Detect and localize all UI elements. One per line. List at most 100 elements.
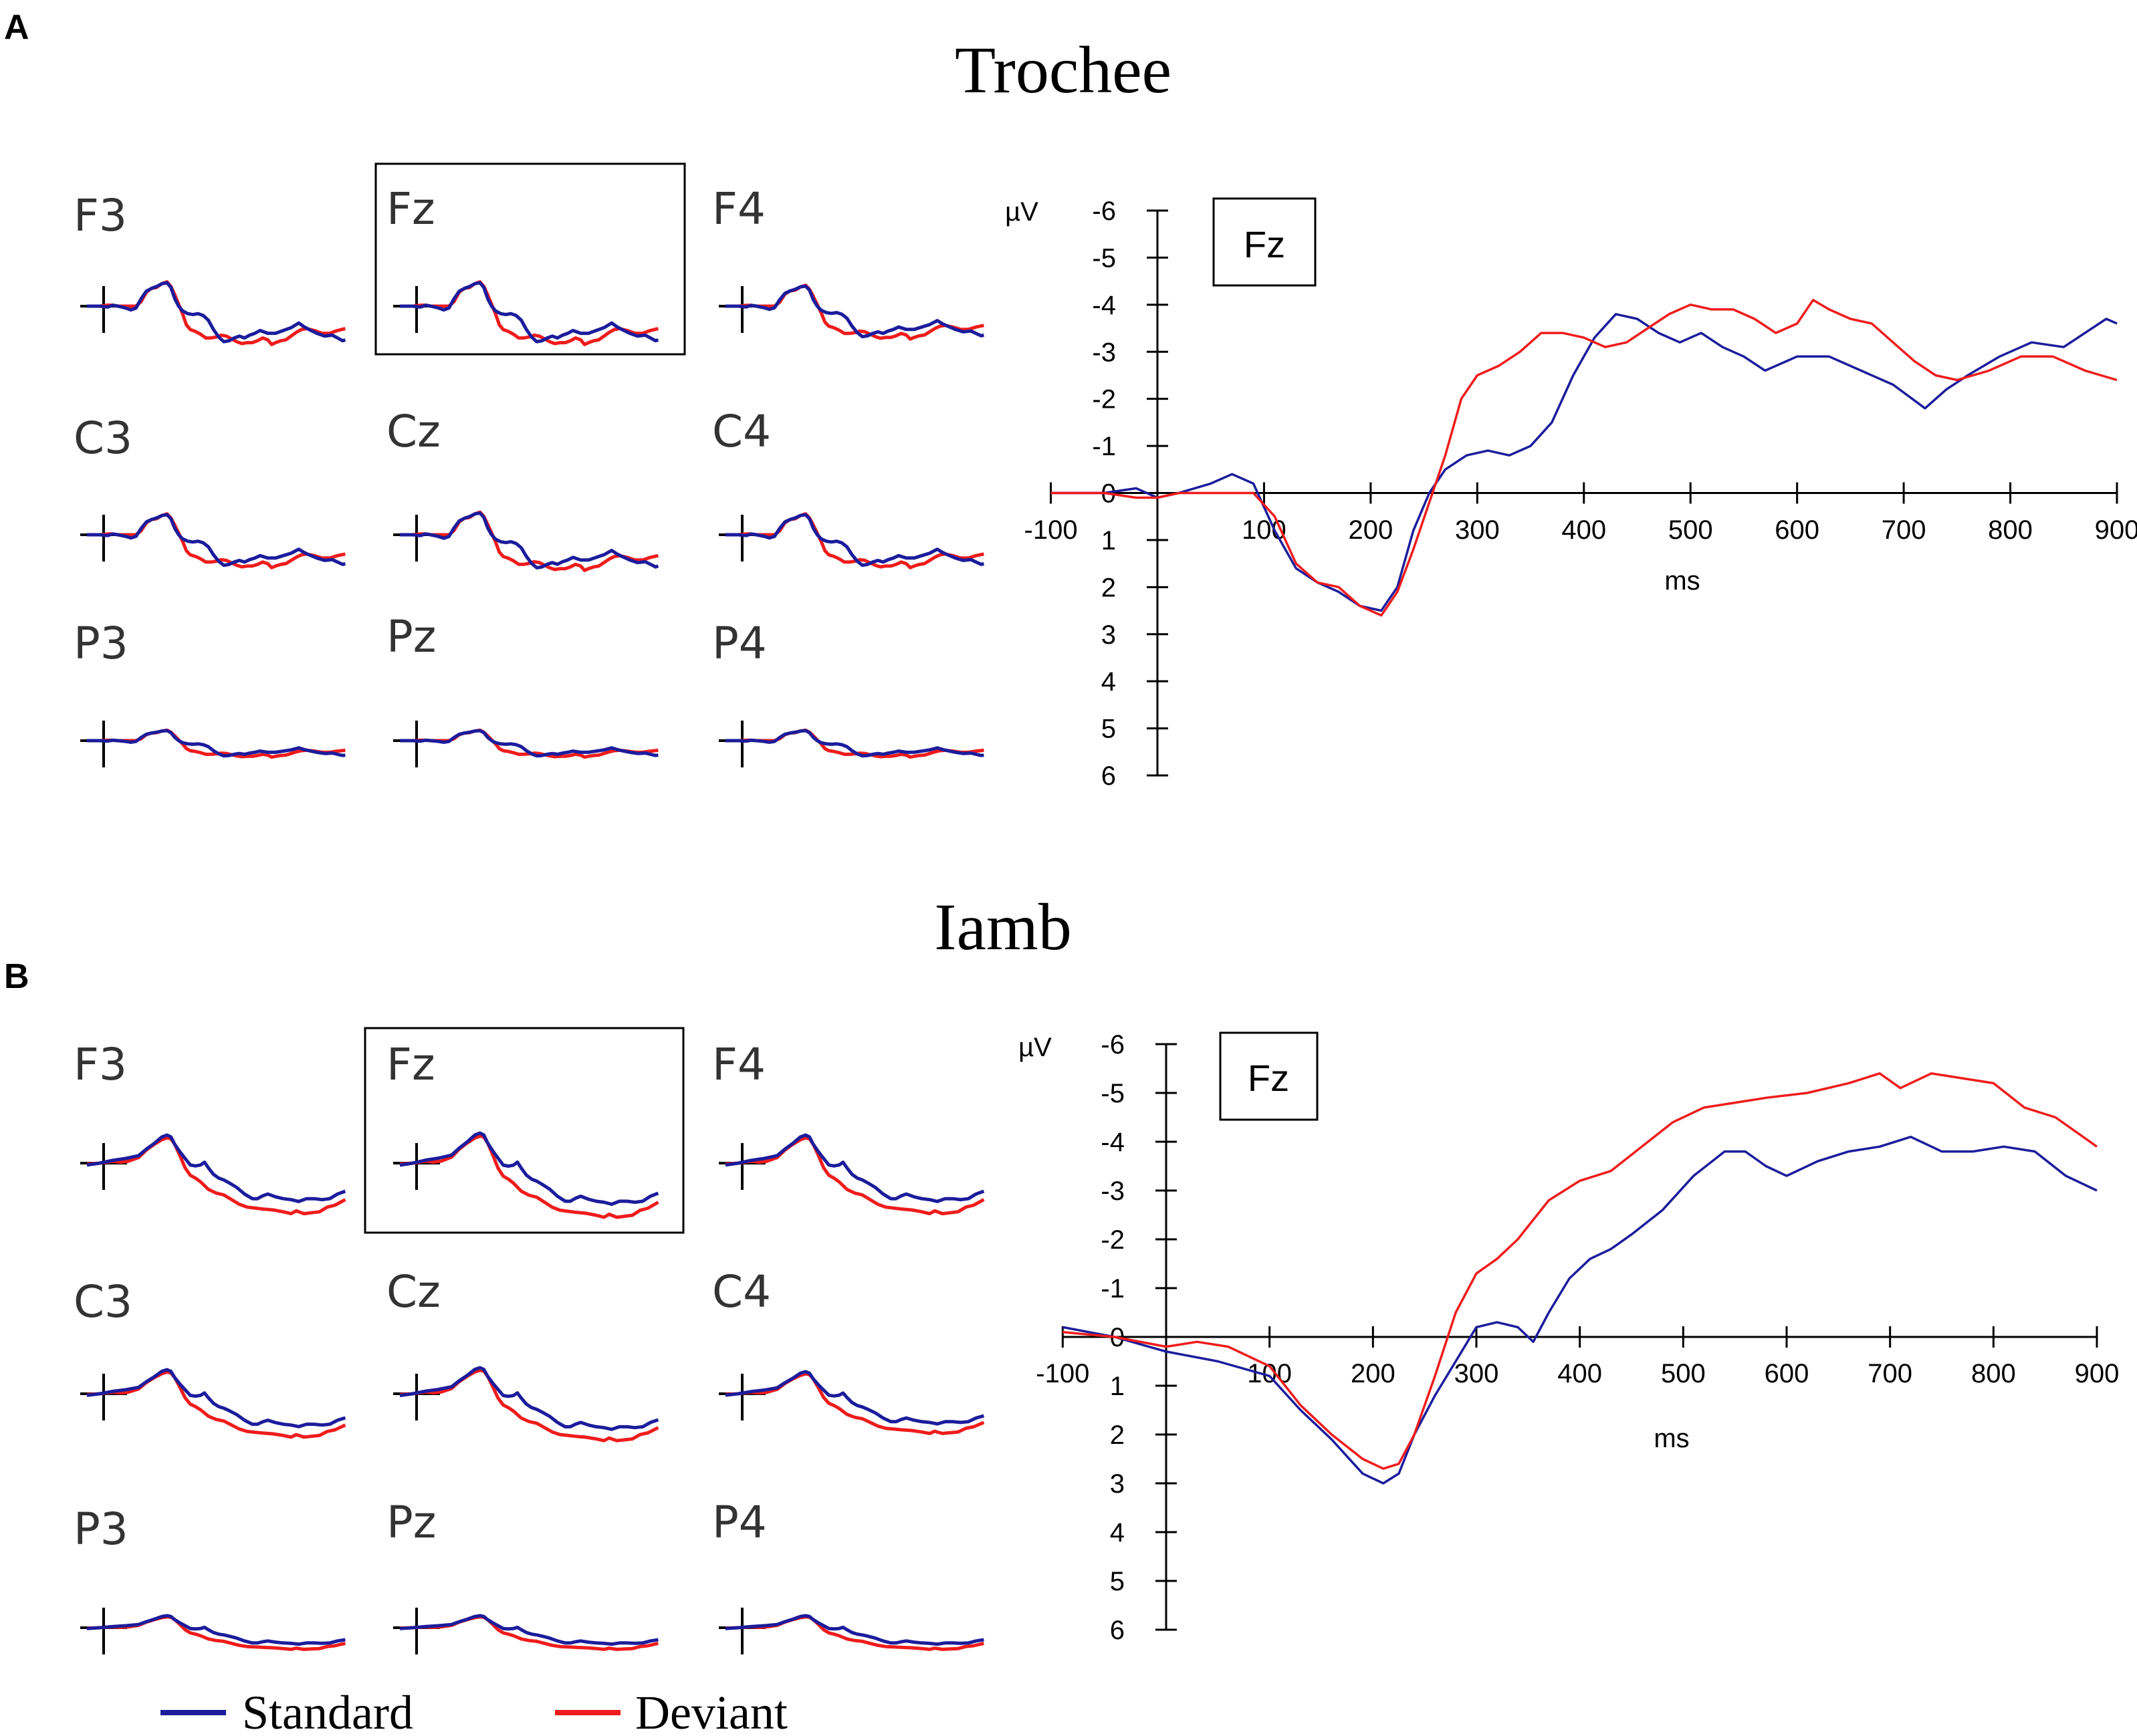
mini-trace-standard <box>86 1368 346 1429</box>
x-tick-label: 500 <box>1668 515 1713 545</box>
legend-label-deviant: Deviant <box>635 1686 788 1736</box>
y-tick-label: 2 <box>1110 1420 1125 1450</box>
electrode-label-p3: P3 <box>74 618 128 669</box>
panel-b: B Iamb F3 Fz F4 C3 Cz C4 P3 Pz P4 µV ms … <box>4 890 2119 1654</box>
mini-trace-standard <box>725 1133 985 1203</box>
y-tick-label: -4 <box>1101 1128 1125 1157</box>
mini-trace-standard <box>725 1614 984 1646</box>
series-line-standard <box>1050 313 2118 612</box>
y-tick-label: -1 <box>1101 1274 1125 1304</box>
electrode-label-fz: Fz <box>386 1039 435 1090</box>
x-tick-label: 600 <box>1765 1359 1809 1388</box>
series-b <box>1062 1072 2098 1485</box>
x-tick-label: 900 <box>2075 1359 2120 1388</box>
electrode-label-pz: Pz <box>386 611 436 662</box>
x-tick-label: 900 <box>2095 515 2137 545</box>
y-tick-label: 3 <box>1110 1469 1125 1499</box>
x-tick-label: -100 <box>1024 515 1078 545</box>
x-tick-label: 600 <box>1775 515 1819 545</box>
legend-label-standard: Standard <box>242 1686 413 1736</box>
electrode-label-f4: F4 <box>712 1039 766 1090</box>
panel-a: A Trochee F3 Fz F4 C3 Cz C4 P3 Pz P4 µV … <box>4 8 2137 791</box>
y-unit-label: µV <box>1005 197 1038 227</box>
series-a <box>1050 299 2118 617</box>
x-tick-label: 800 <box>1988 515 2033 545</box>
series-line-deviant <box>1050 299 2118 617</box>
mini-trace-standard <box>725 1370 985 1426</box>
mini-trace-standard <box>400 281 659 344</box>
x-tick-label: 500 <box>1661 1359 1706 1388</box>
x-unit-label: ms <box>1654 1424 1689 1453</box>
y-tick-label: -5 <box>1101 1079 1125 1108</box>
electrode-label-p4: P4 <box>712 618 767 669</box>
y-tick-label: -5 <box>1092 243 1116 273</box>
x-unit-label: ms <box>1664 566 1700 596</box>
fz-box <box>1219 1031 1319 1121</box>
electrode-grid-a: F3 Fz F4 C3 Cz C4 P3 Pz P4 <box>74 162 985 767</box>
electrode-label-cz: Cz <box>386 1266 441 1318</box>
panel-b-title: Iamb <box>934 890 1071 964</box>
electrode-label-p3: P3 <box>74 1503 128 1555</box>
electrode-label-pz: Pz <box>386 1497 436 1548</box>
y-tick-label: -3 <box>1092 338 1116 367</box>
electrode-label-f4: F4 <box>712 183 766 235</box>
y-tick-label: -2 <box>1101 1225 1125 1255</box>
mini-trace-standard <box>725 284 985 339</box>
electrode-label-c3: C3 <box>74 1276 132 1328</box>
x-tick-label: 200 <box>1351 1359 1395 1388</box>
electrode-grid-b: F3 Fz F4 C3 Cz C4 P3 Pz P4 <box>74 1027 985 1654</box>
x-tick-label: 200 <box>1349 515 1393 545</box>
y-tick-label: 1 <box>1110 1372 1125 1401</box>
electrode-label-p4: P4 <box>712 1497 767 1548</box>
electrode-label-f3: F3 <box>74 1039 127 1090</box>
panel-b-letter: B <box>4 957 29 996</box>
axes-b: -100 100 200 300 400 500 600 700 800 900-6-5-4-3-… <box>1036 1030 2119 1645</box>
x-tick-label: 800 <box>1971 1359 2016 1388</box>
y-unit-label: µV <box>1018 1033 1052 1062</box>
mini-trace-standard <box>400 729 659 758</box>
y-tick-label: -3 <box>1101 1176 1125 1206</box>
y-tick-label: -4 <box>1092 291 1116 320</box>
y-tick-label: 2 <box>1101 573 1116 602</box>
x-tick-label: -100 <box>1036 1359 1089 1388</box>
y-tick-label: -2 <box>1092 385 1116 414</box>
fz-highlight-box <box>374 162 686 356</box>
mini-trace-standard <box>87 513 346 568</box>
mini-trace-standard <box>399 1131 659 1206</box>
mini-trace-standard <box>399 1366 659 1431</box>
mini-trace-standard <box>400 511 659 570</box>
y-tick-label: -6 <box>1092 197 1116 226</box>
y-tick-label: 6 <box>1110 1616 1125 1645</box>
panel-a-letter: A <box>4 8 29 47</box>
electrode-label-fz: Fz <box>386 183 435 235</box>
fz-chart-a: µV ms Fz -100 100 200 300 400 500 600 700 800 900… <box>1005 197 2137 791</box>
x-tick-label: 700 <box>1868 1359 1912 1388</box>
y-tick-label: 4 <box>1101 667 1116 697</box>
electrode-label-c4: C4 <box>712 1266 771 1318</box>
panel-a-title: Trochee <box>955 33 1171 107</box>
y-tick-label: -1 <box>1092 432 1116 461</box>
x-tick-label: 700 <box>1882 515 1926 545</box>
y-tick-label: 5 <box>1110 1567 1125 1596</box>
series-line-standard <box>1062 1135 2098 1485</box>
mini-trace-standard <box>725 729 984 758</box>
fz-box-label: Fz <box>1244 223 1285 265</box>
electrode-label-c3: C3 <box>74 412 132 464</box>
x-tick-label: 400 <box>1557 1359 1602 1388</box>
x-tick-label: 300 <box>1454 1359 1499 1388</box>
mini-trace-standard <box>87 729 346 758</box>
y-tick-label: 4 <box>1110 1518 1125 1547</box>
mini-trace-standard <box>86 1614 346 1646</box>
x-tick-label: 400 <box>1561 515 1606 545</box>
fz-box-label: Fz <box>1248 1057 1289 1099</box>
electrode-label-f3: F3 <box>74 190 127 241</box>
fz-chart-b: µV ms Fz -100 100 200 300 400 500 600 700 800 900… <box>1018 1030 2119 1645</box>
y-tick-label: -6 <box>1101 1030 1125 1060</box>
y-tick-label: 6 <box>1101 761 1116 791</box>
series-line-deviant <box>1062 1072 2098 1470</box>
x-tick-label: 300 <box>1455 515 1500 545</box>
fz-highlight-box <box>364 1027 685 1234</box>
legend: Standard Deviant <box>160 1686 788 1736</box>
y-tick-label: 5 <box>1101 715 1116 744</box>
